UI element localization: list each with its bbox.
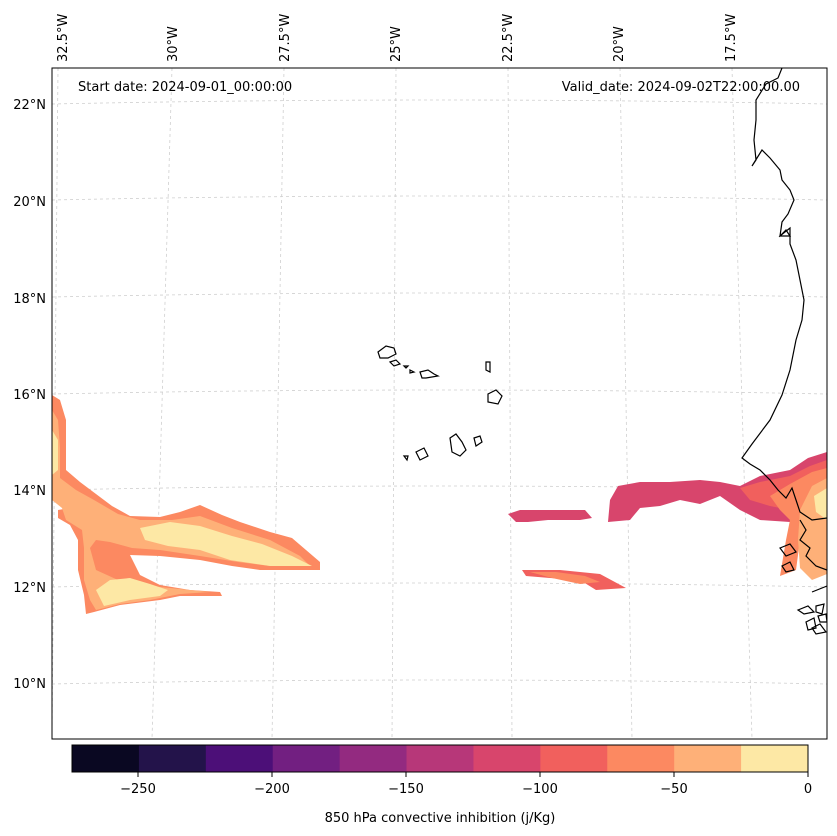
lon-label: 25°W: [389, 26, 404, 62]
colorbar-swatch: [741, 745, 809, 772]
lon-label: 22.5°W: [501, 14, 516, 62]
graticule: [52, 68, 827, 739]
valid-date-label: Valid_date: 2024-09-02T22:00:00.00: [562, 80, 800, 95]
colorbar-tick-label: −150: [388, 782, 424, 797]
lat-label: 16°N: [13, 388, 46, 403]
colorbar-swatch: [72, 745, 140, 772]
lon-label: 17.5°W: [724, 14, 739, 62]
longitude-labels: 32.5°W 30°W 27.5°W 25°W 22.5°W 20°W 17.5…: [56, 14, 739, 62]
colorbar-swatch: [607, 745, 675, 772]
cin-region-central: [508, 510, 626, 590]
lat-label: 18°N: [13, 292, 46, 307]
colorbar-ticks: −250 −200 −150 −100 −50 0: [120, 772, 812, 797]
colorbar-border: [71, 744, 809, 773]
lon-label: 27.5°W: [278, 14, 293, 62]
lat-label: 20°N: [13, 195, 46, 210]
lat-label: 14°N: [13, 484, 46, 499]
colorbar-swatch: [406, 745, 474, 772]
cape-verde-islands: [377, 345, 503, 462]
lat-label: 10°N: [13, 677, 46, 692]
lon-label: 20°W: [612, 26, 627, 62]
colorbar-swatch: [272, 745, 341, 772]
colorbar-tick-label: 0: [804, 782, 812, 797]
colorbar-swatch: [674, 745, 742, 772]
colorbar-label: 850 hPa convective inhibition (j/Kg): [325, 811, 556, 826]
colorbar-swatch: [138, 745, 207, 772]
map-frame: [51, 67, 828, 740]
lon-label: 32.5°W: [56, 14, 71, 62]
colorbar-tick-label: −50: [660, 782, 687, 797]
lat-label: 22°N: [13, 98, 46, 113]
lon-label: 30°W: [166, 26, 181, 62]
colorbar-swatch: [205, 745, 274, 772]
colorbar-tick-label: −250: [120, 782, 156, 797]
colorbar-swatch: [339, 745, 408, 772]
lat-label: 12°N: [13, 581, 46, 596]
colorbar-tick-label: −100: [522, 782, 558, 797]
start-date-label: Start date: 2024-09-01_00:00:00: [78, 80, 292, 95]
cin-region-east: [608, 452, 827, 580]
africa-coastline: [741, 68, 827, 635]
colorbar-tick-label: −200: [254, 782, 290, 797]
colorbar-swatch: [540, 745, 608, 772]
latitude-labels: 22°N 20°N 18°N 16°N 14°N 12°N 10°N: [13, 98, 46, 692]
colorbar: [71, 744, 809, 773]
colorbar-swatch: [473, 745, 541, 772]
cin-region-west: [52, 395, 320, 614]
